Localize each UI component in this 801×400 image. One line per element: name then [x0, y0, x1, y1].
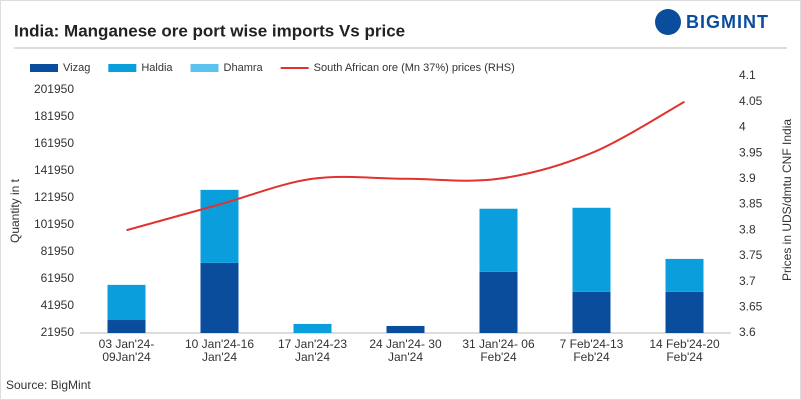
- legend-swatch: [108, 64, 137, 72]
- x-tick-label: 10 Jan'24-16 Jan'24: [185, 337, 254, 364]
- logo-icon: [655, 9, 681, 35]
- y-tick-label: 101950: [34, 217, 74, 231]
- y-tick-label: 41950: [41, 298, 75, 312]
- legend-swatch: [190, 64, 219, 72]
- legend-swatch: [30, 64, 58, 72]
- y-tick-label: 201950: [34, 82, 74, 96]
- y2-tick-label: 3.75: [739, 248, 763, 262]
- x-tick-label: 7 Feb'24-13 Feb'24: [560, 337, 624, 364]
- x-tick-label: 31 Jan'24- 06 Feb'24: [462, 337, 535, 364]
- y-tick-label: 161950: [34, 136, 74, 150]
- price-line: [126, 100, 685, 232]
- y2-axis-label: Prices in UDS/dmtu CNF India: [780, 119, 794, 281]
- bar-segment: [386, 325, 425, 333]
- y2-tick-label: 3.65: [739, 299, 763, 313]
- legend-label: Haldia: [141, 62, 173, 74]
- y-tick-label: 21950: [41, 325, 75, 339]
- y2-tick-label: 3.85: [739, 197, 763, 211]
- y2-tick-label: 4: [739, 120, 746, 134]
- bar-segment: [200, 189, 239, 263]
- bar-segment: [479, 271, 518, 333]
- y2-tick-label: 3.6: [739, 325, 756, 339]
- y-tick-label: 61950: [41, 271, 75, 285]
- bar-segment: [107, 284, 146, 321]
- legend-label: Vizag: [63, 62, 90, 74]
- bar-segment: [107, 320, 146, 333]
- bar-segment: [665, 258, 704, 292]
- y2-tick-label: 3.95: [739, 145, 763, 159]
- bar-segment: [572, 291, 611, 333]
- legend-label: Dhamra: [224, 62, 264, 74]
- x-tick-label: 03 Jan'24-09Jan'24: [99, 337, 155, 364]
- y-tick-label: 181950: [34, 109, 74, 123]
- bar-segment: [293, 323, 332, 333]
- chart-title: India: Manganese ore port wise imports V…: [14, 21, 405, 40]
- bar-segment: [572, 207, 611, 292]
- bar-segment: [479, 208, 518, 272]
- x-tick-label: 17 Jan'24-23 Jan'24: [278, 337, 347, 364]
- source: Source: BigMint: [6, 378, 91, 392]
- y-axis-label: Quantity in t: [8, 178, 22, 243]
- x-tick-label: 24 Jan'24- 30 Jan'24: [369, 337, 442, 364]
- y2-tick-label: 4.05: [739, 94, 763, 108]
- brand: BIGMINT: [686, 12, 769, 32]
- bar-segment: [665, 291, 704, 333]
- y2-tick-label: 3.8: [739, 222, 756, 236]
- y2-tick-label: 4.1: [739, 68, 756, 82]
- legend-label: South African ore (Mn 37%) prices (RHS): [314, 62, 515, 74]
- y2-tick-label: 3.9: [739, 171, 756, 185]
- y-tick-label: 121950: [34, 190, 74, 204]
- bar-segment: [200, 262, 239, 333]
- y-tick-label: 141950: [34, 163, 74, 177]
- y-tick-label: 81950: [41, 244, 75, 258]
- y2-tick-label: 3.7: [739, 274, 756, 288]
- x-tick-label: 14 Feb'24-20 Feb'24: [649, 337, 720, 364]
